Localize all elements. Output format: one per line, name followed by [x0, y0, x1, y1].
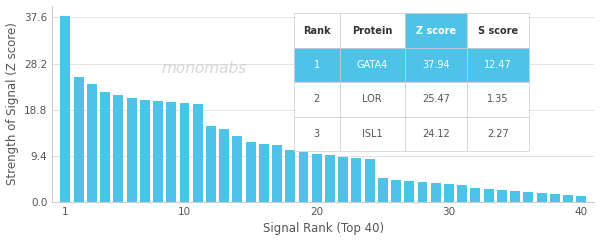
Text: Z score: Z score	[416, 26, 456, 36]
FancyBboxPatch shape	[293, 48, 340, 82]
FancyBboxPatch shape	[340, 117, 404, 151]
Bar	[378, 178, 388, 202]
Text: S score: S score	[478, 26, 518, 36]
Bar	[470, 188, 481, 202]
Bar	[74, 77, 83, 202]
Text: 25.47: 25.47	[422, 94, 450, 104]
Bar	[153, 101, 163, 202]
Text: 37.94: 37.94	[422, 60, 449, 70]
Bar	[140, 100, 150, 202]
Bar	[338, 157, 348, 202]
FancyBboxPatch shape	[340, 82, 404, 117]
Bar	[325, 155, 335, 202]
Bar	[179, 103, 190, 202]
Bar	[365, 159, 374, 202]
Bar	[259, 144, 269, 202]
Text: monomabs: monomabs	[161, 61, 247, 76]
Bar	[219, 129, 229, 202]
Bar	[550, 194, 560, 202]
Bar	[404, 181, 414, 202]
FancyBboxPatch shape	[404, 48, 467, 82]
Bar	[523, 192, 533, 202]
FancyBboxPatch shape	[404, 117, 467, 151]
Bar	[563, 195, 573, 202]
Text: 3: 3	[313, 129, 320, 139]
Text: 24.12: 24.12	[422, 129, 450, 139]
Bar	[87, 84, 97, 202]
Bar	[391, 180, 401, 202]
Bar	[286, 150, 295, 202]
FancyBboxPatch shape	[293, 13, 340, 48]
FancyBboxPatch shape	[467, 117, 529, 151]
FancyBboxPatch shape	[340, 48, 404, 82]
FancyBboxPatch shape	[293, 82, 340, 117]
FancyBboxPatch shape	[404, 82, 467, 117]
Text: Protein: Protein	[352, 26, 392, 36]
Y-axis label: Strength of Signal (Z score): Strength of Signal (Z score)	[5, 22, 19, 185]
Text: 1.35: 1.35	[487, 94, 509, 104]
FancyBboxPatch shape	[467, 13, 529, 48]
Text: GATA4: GATA4	[356, 60, 388, 70]
Bar	[113, 95, 124, 202]
Text: 2: 2	[313, 94, 320, 104]
Bar	[576, 196, 586, 202]
Bar	[536, 193, 547, 202]
Text: Rank: Rank	[303, 26, 331, 36]
Bar	[127, 98, 137, 202]
Bar	[312, 154, 322, 202]
Bar	[206, 126, 216, 202]
X-axis label: Signal Rank (Top 40): Signal Rank (Top 40)	[263, 222, 384, 235]
Bar	[61, 16, 70, 202]
Bar	[193, 104, 203, 202]
FancyBboxPatch shape	[467, 82, 529, 117]
Text: 12.47: 12.47	[484, 60, 512, 70]
Text: 2.27: 2.27	[487, 129, 509, 139]
Bar	[510, 191, 520, 202]
FancyBboxPatch shape	[404, 13, 467, 48]
Bar	[100, 92, 110, 202]
Bar	[352, 158, 361, 202]
Bar	[418, 182, 427, 202]
Bar	[431, 183, 441, 202]
Bar	[457, 185, 467, 202]
FancyBboxPatch shape	[293, 117, 340, 151]
Text: 1: 1	[313, 60, 320, 70]
Bar	[497, 190, 507, 202]
Bar	[444, 184, 454, 202]
Bar	[166, 102, 176, 202]
FancyBboxPatch shape	[467, 48, 529, 82]
Bar	[232, 136, 242, 202]
Bar	[245, 142, 256, 202]
Text: ISL1: ISL1	[362, 129, 382, 139]
FancyBboxPatch shape	[340, 13, 404, 48]
Bar	[272, 145, 282, 202]
Bar	[299, 152, 308, 202]
Text: LOR: LOR	[362, 94, 382, 104]
Bar	[484, 189, 494, 202]
